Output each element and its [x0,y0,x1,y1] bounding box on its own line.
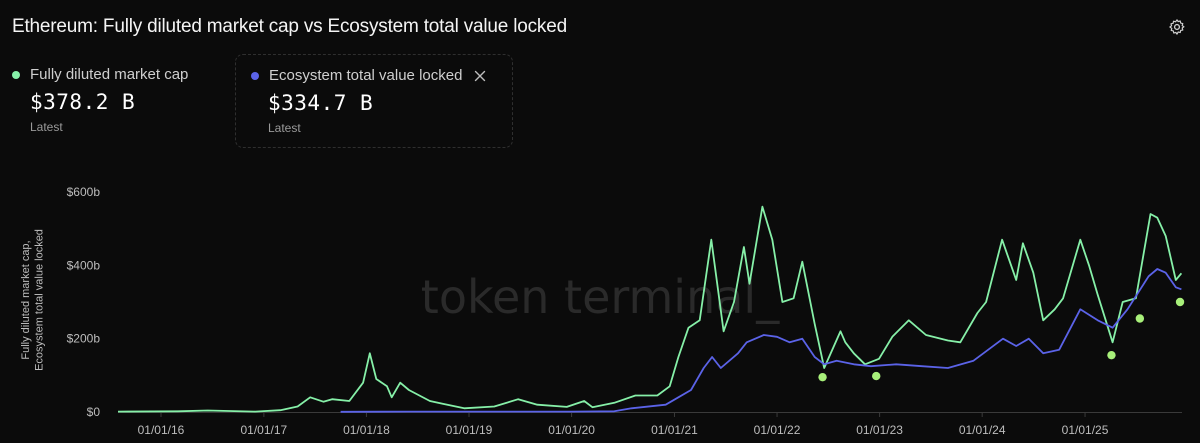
y-tick-label: $600b [67,185,101,199]
gear-icon[interactable] [1168,18,1186,36]
legend-dot-tvl [251,71,259,80]
latest-value-tvl: $334.7 B [268,91,374,115]
series-line-market-cap [117,205,1183,413]
line-chart: token terminal_ Fully diluted market cap… [20,185,1185,437]
x-tick-label: 01/01/22 [754,423,801,437]
y-axis-label-line: Ecosystem total value locked [34,229,46,371]
latest-caption: Latest [30,120,63,134]
x-tick-label: 01/01/21 [651,423,698,437]
x-tick-label: 01/01/25 [1062,423,1109,437]
x-tick-label: 01/01/18 [343,423,390,437]
legend-dot-market-cap [12,70,20,79]
close-icon[interactable] [474,70,486,82]
y-axis-label: Fully diluted market cap, Ecosystem total… [20,229,46,371]
x-tick-label: 01/01/24 [959,423,1006,437]
page-title: Ethereum: Fully diluted market cap vs Ec… [12,16,567,37]
legend-label: Ecosystem total value locked [269,67,463,84]
event-marker[interactable] [872,371,881,381]
series-line-tvl [340,268,1182,413]
event-marker[interactable] [1107,350,1116,360]
event-marker[interactable] [818,372,827,382]
event-marker[interactable] [1175,297,1185,307]
legend-item-tvl[interactable]: Ecosystem total value locked $334.7 B La… [235,54,513,148]
y-tick-label: $200b [67,332,101,346]
latest-caption: Latest [268,121,301,135]
x-tick-label: 01/01/16 [138,423,185,437]
y-axis-label-line: Fully diluted market cap, [20,240,32,359]
event-marker[interactable] [1135,314,1145,323]
y-tick-label: $400b [67,258,101,272]
legend-label: Fully diluted market cap [30,66,189,83]
legend-item-market-cap[interactable]: Fully diluted market cap $378.2 B Latest [12,54,222,148]
y-tick-label: $0 [87,405,101,419]
x-tick-label: 01/01/23 [856,423,903,437]
x-tick-label: 01/01/20 [548,423,595,437]
watermark: token terminal_ [421,270,780,324]
latest-value-market-cap: $378.2 B [30,90,136,114]
x-tick-label: 01/01/17 [240,423,287,437]
x-tick-label: 01/01/19 [446,423,493,437]
